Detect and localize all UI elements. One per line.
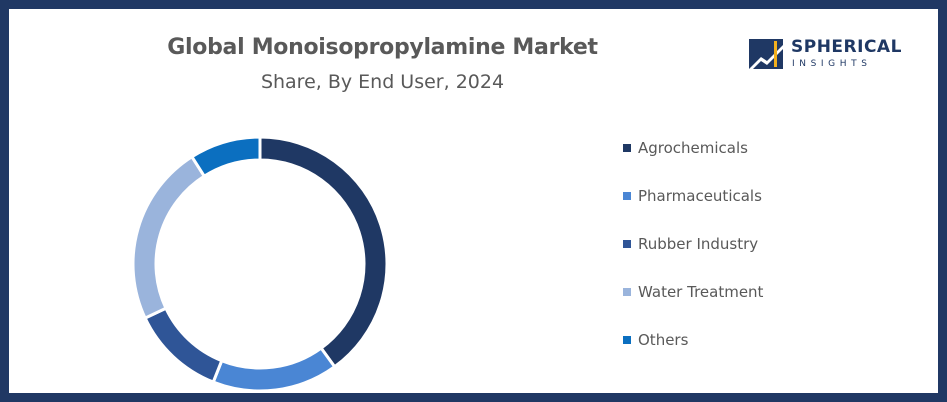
donut-slice-pharmaceuticals	[211, 346, 337, 393]
legend-swatch	[623, 240, 631, 248]
legend-item-pharmaceuticals: Pharmaceuticals	[623, 187, 762, 205]
spherical-insights-logo: SPHERICAL INSIGHTS	[749, 37, 902, 73]
legend-label: Agrochemicals	[638, 139, 748, 157]
donut-slice-water-treatment	[131, 154, 207, 321]
donut-slice-others	[189, 135, 262, 179]
legend-swatch	[623, 336, 631, 344]
chart-title: Global Monoisopropylamine Market	[167, 35, 598, 60]
legend-label: Rubber Industry	[638, 235, 759, 253]
legend-label: Pharmaceuticals	[638, 187, 762, 205]
logo-wordmark: SPHERICAL	[791, 37, 902, 57]
logo-mark-icon	[749, 39, 783, 69]
legend-label: Water Treatment	[638, 283, 764, 301]
donut-chart	[131, 135, 389, 393]
legend-swatch	[623, 192, 631, 200]
legend-item-others: Others	[623, 331, 688, 349]
legend-item-agrochemicals: Agrochemicals	[623, 139, 748, 157]
legend-item-water-treatment: Water Treatment	[623, 283, 763, 301]
chart-subtitle: Share, By End User, 2024	[260, 71, 505, 93]
logo-tagline: INSIGHTS	[792, 59, 872, 69]
donut-slice-rubber-industry	[143, 306, 224, 385]
legend-label: Others	[638, 331, 689, 349]
donut-slice-agrochemicals	[258, 135, 389, 369]
legend-item-rubber-industry: Rubber Industry	[623, 235, 758, 253]
legend-swatch	[623, 144, 631, 152]
legend-swatch	[623, 288, 631, 296]
